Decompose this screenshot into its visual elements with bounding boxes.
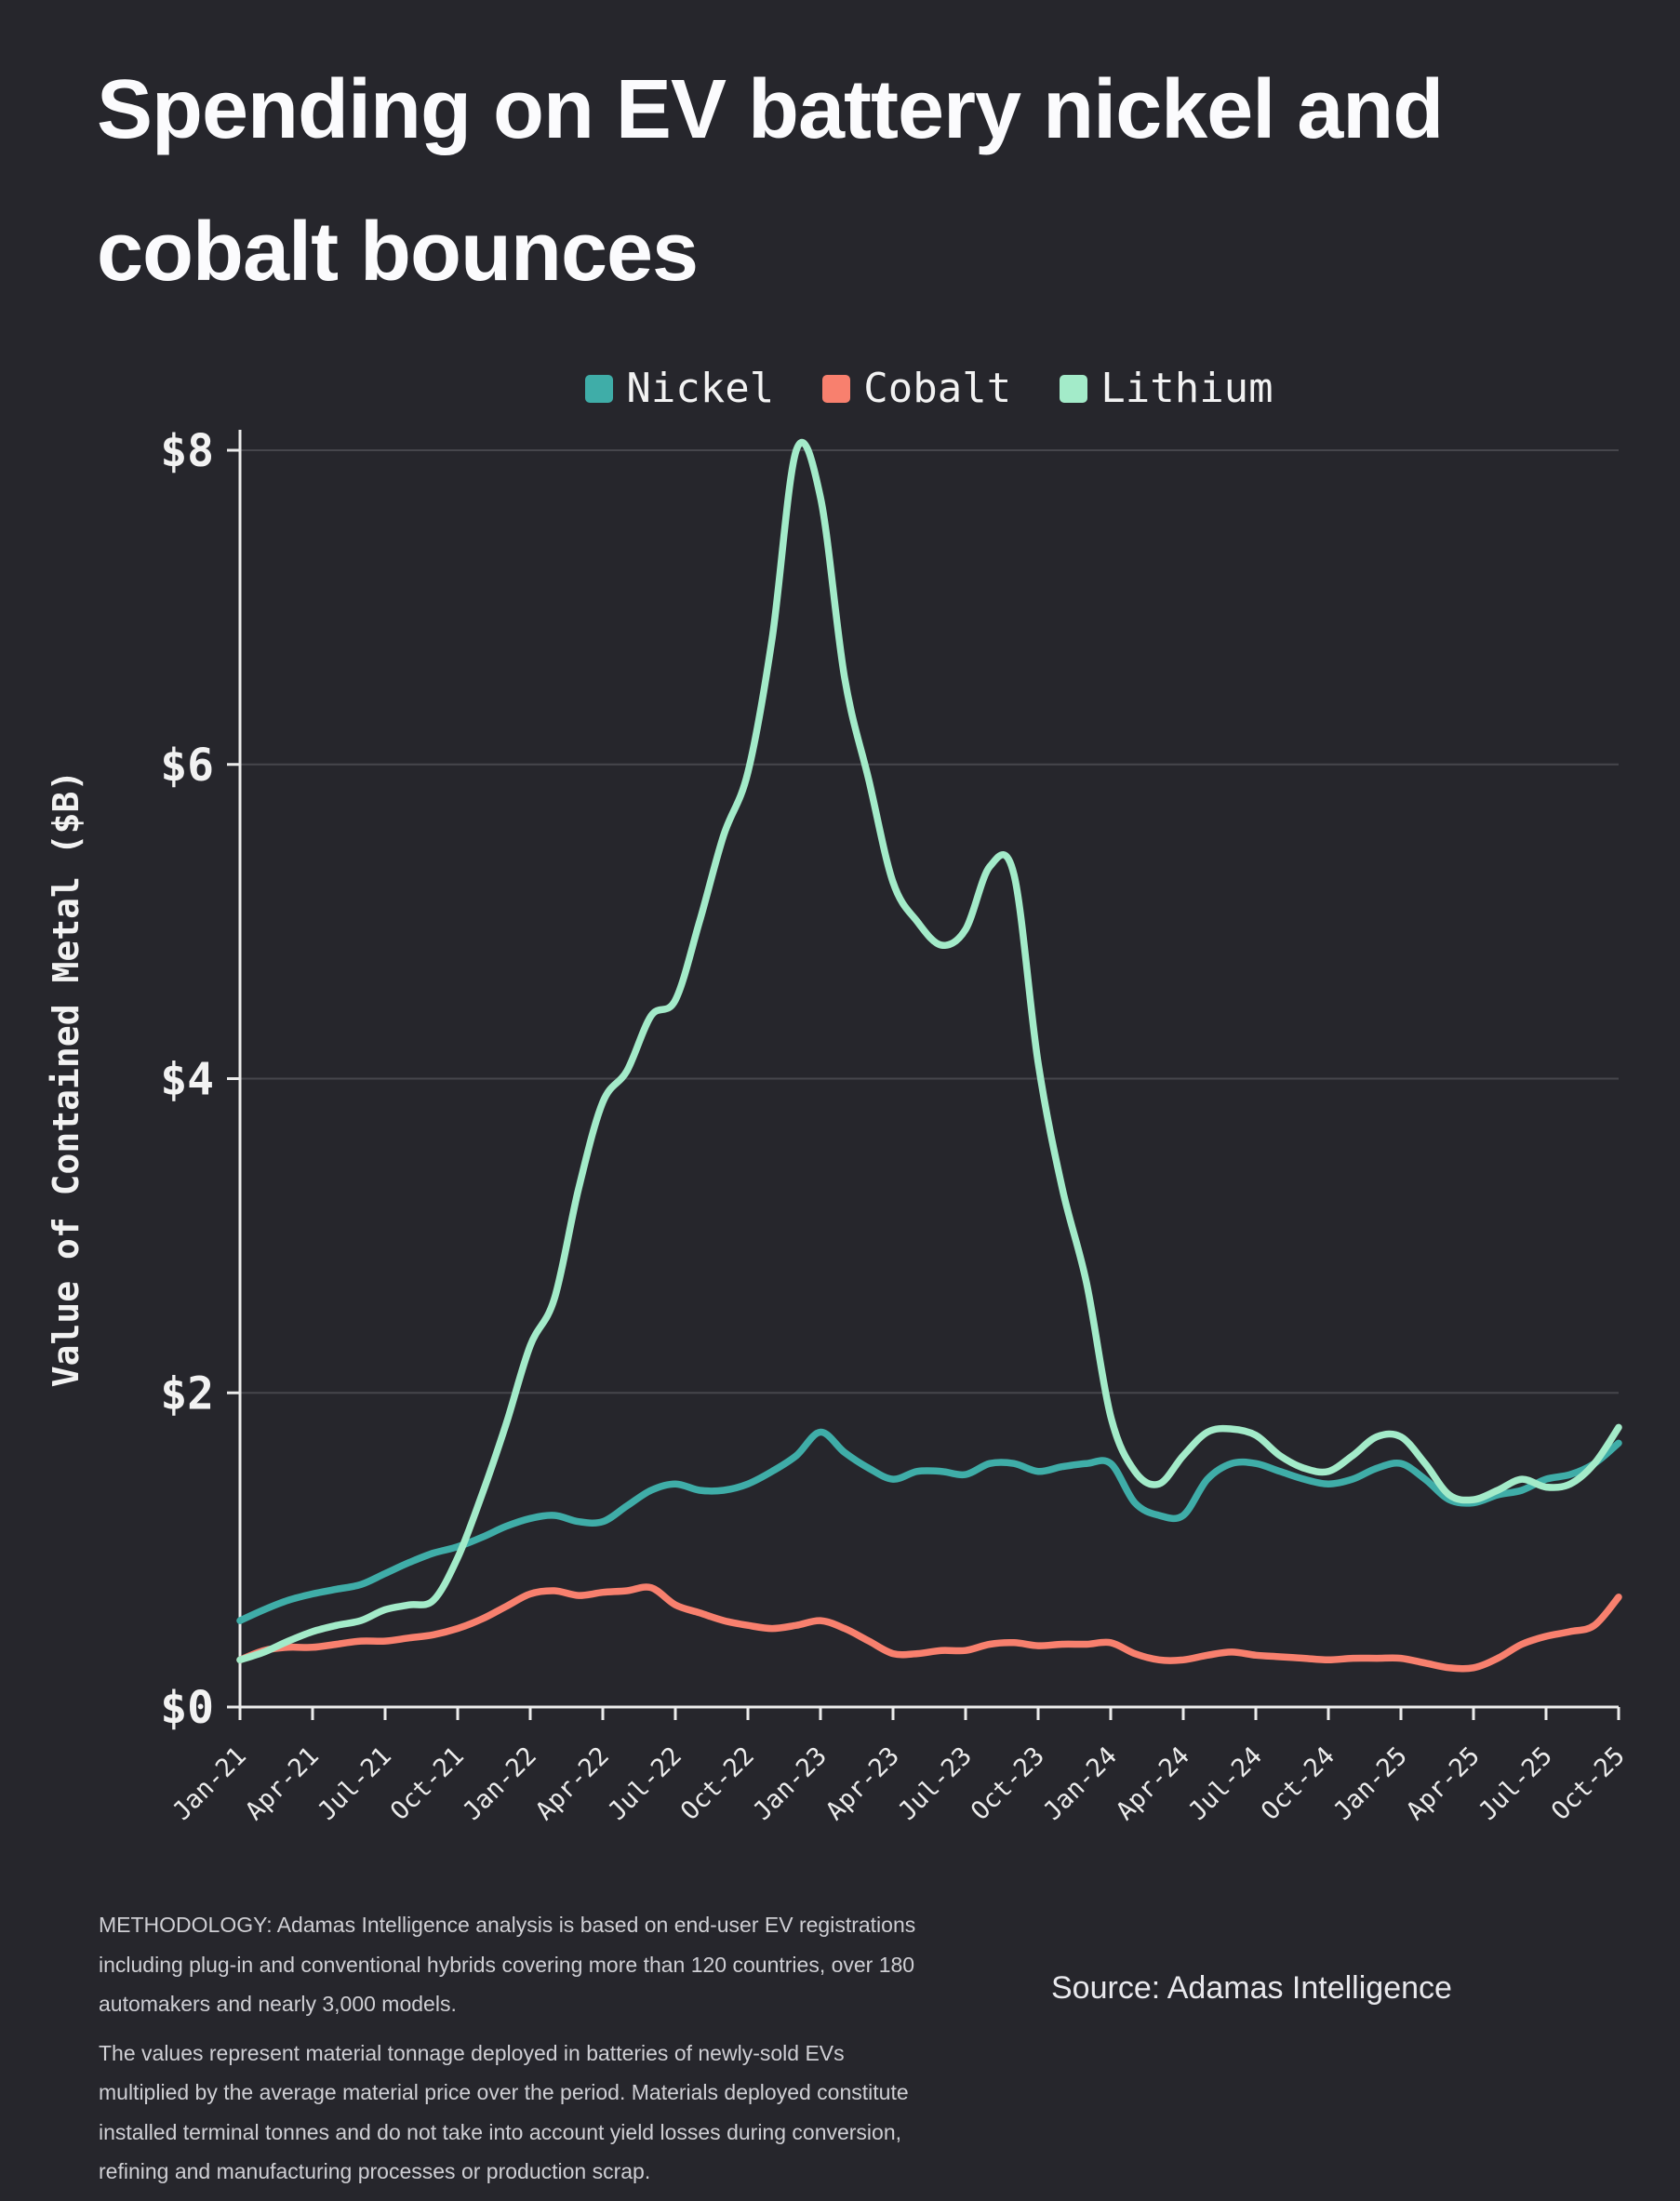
- cobalt-line: [236, 1583, 1622, 1673]
- line-chart: $0 $2 $4 $6 $8 Jan-21 Apr-21 Jul-21 Oct-21 Jan-22…: [0, 400, 1680, 1851]
- nickel-line: [236, 1428, 1622, 1624]
- lithium-swatch-icon: [1060, 374, 1088, 403]
- chart-canvas: $0 $2 $4 $6 $8 Jan-21Apr-21Jul-21Oct-21Jan-22…: [46, 425, 1631, 1826]
- nickel-swatch-icon: [585, 374, 614, 403]
- source-text: Source: Adamas Intelligence: [1051, 1970, 1452, 2006]
- x-tick-label: Jan-21: [167, 1741, 252, 1826]
- x-tick-label: Apr-25: [1401, 1741, 1486, 1826]
- x-tick-label: Oct-23: [966, 1741, 1050, 1826]
- y-tick-label: $0: [160, 1682, 214, 1734]
- x-tick-label: Apr-22: [530, 1741, 615, 1826]
- x-tick-label: Jan-22: [458, 1741, 542, 1826]
- x-tick-label: Jul-21: [313, 1741, 397, 1826]
- x-tick-label: Apr-21: [240, 1741, 325, 1826]
- x-tick-label: Oct-21: [385, 1741, 470, 1826]
- x-tick-label: Jan-25: [1328, 1741, 1413, 1826]
- x-tick-label: Jan-24: [1038, 1741, 1123, 1826]
- chart-legend: Nickel Cobalt Lithium: [240, 365, 1619, 412]
- legend-item-nickel: Nickel: [585, 365, 774, 412]
- x-tick-label: Jan-23: [748, 1741, 833, 1826]
- y-tick-label: $4: [160, 1054, 214, 1106]
- x-tick-label: Jul-22: [603, 1741, 687, 1826]
- methodology-paragraph-1: METHODOLOGY: Adamas Intelligence analysi…: [99, 1913, 916, 2017]
- x-tick-label: Apr-24: [1111, 1741, 1195, 1826]
- legend-label-nickel: Nickel: [626, 365, 775, 412]
- x-tick-label: Apr-23: [820, 1741, 905, 1826]
- cobalt-swatch-icon: [822, 374, 851, 403]
- y-tick-label: $8: [160, 425, 214, 477]
- x-tick-label: Jul-24: [1183, 1741, 1268, 1826]
- x-tick-label: Jul-23: [893, 1741, 978, 1826]
- methodology-paragraph-2: The values represent material tonnage de…: [99, 2040, 909, 2184]
- legend-item-cobalt: Cobalt: [822, 365, 1011, 412]
- x-tick-label: Jul-25: [1473, 1741, 1558, 1826]
- methodology-notes: METHODOLOGY: Adamas Intelligence analysi…: [99, 1905, 927, 2201]
- lithium-line: [236, 438, 1622, 1664]
- y-axis-title: Value of Contained Metal ($B): [46, 770, 87, 1387]
- legend-label-cobalt: Cobalt: [863, 365, 1012, 412]
- page-title: Spending on EV battery nickel and cobalt…: [97, 63, 1444, 299]
- y-tick-label: $2: [160, 1367, 214, 1420]
- y-tick-label: $6: [160, 740, 214, 792]
- x-tick-label: Oct-24: [1256, 1741, 1340, 1826]
- legend-label-lithium: Lithium: [1100, 365, 1273, 412]
- legend-item-lithium: Lithium: [1060, 365, 1273, 412]
- x-tick-label: Oct-25: [1546, 1741, 1631, 1826]
- x-tick-label: Oct-22: [675, 1741, 760, 1826]
